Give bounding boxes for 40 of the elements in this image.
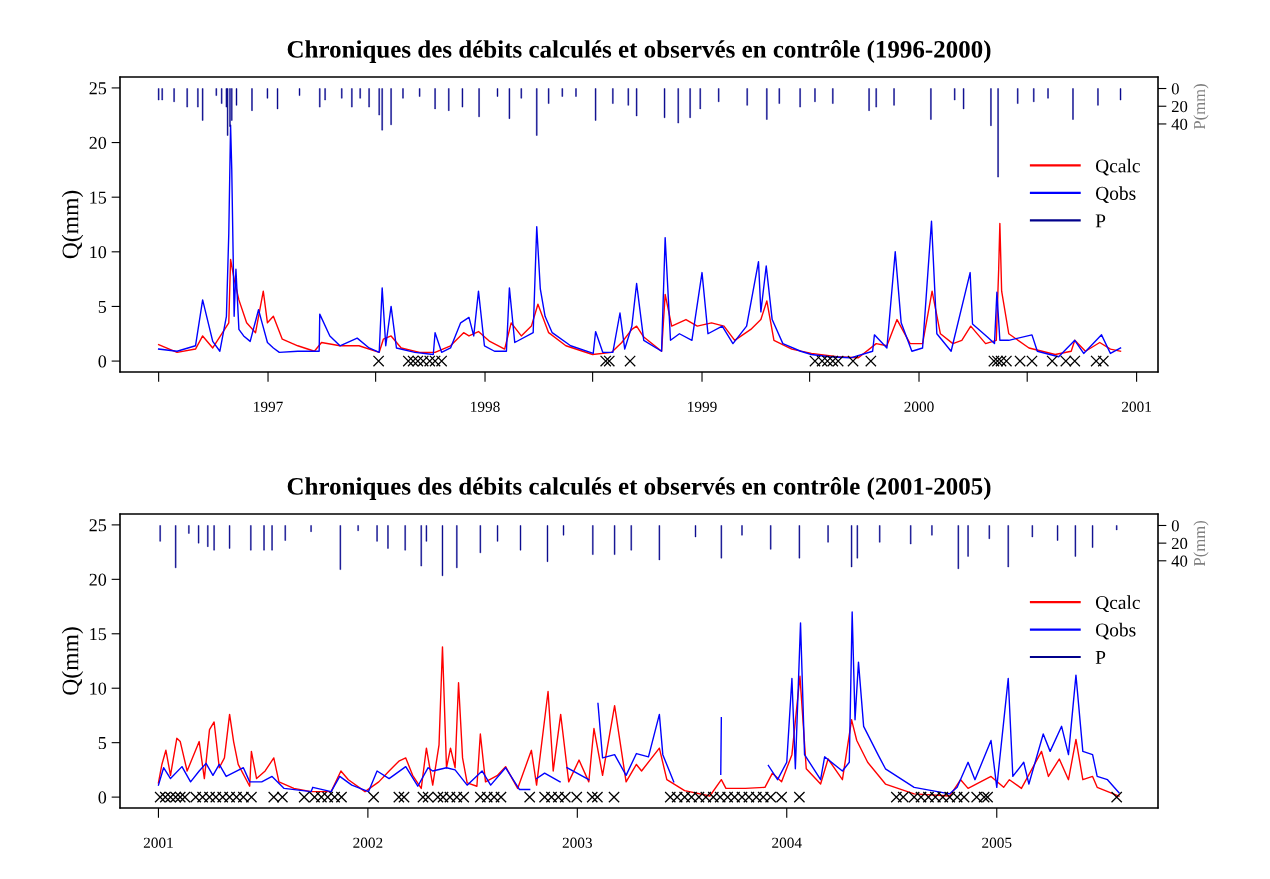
- y-tick-label: 0: [98, 355, 107, 368]
- y-tick-label: 25: [89, 82, 107, 95]
- legend-label: P: [1095, 651, 1106, 664]
- y2-tick-label: 20: [1171, 100, 1188, 113]
- y2-axis-title: P(mm): [1193, 84, 1209, 130]
- y-tick-label: 10: [90, 682, 107, 695]
- y-tick-label: 15: [90, 191, 107, 204]
- x-tick-label: 1997: [254, 401, 283, 412]
- legend-label: Qcalc: [1095, 158, 1140, 176]
- x-tick-label: 2001: [1121, 401, 1151, 412]
- y-tick-label: 10: [90, 246, 107, 259]
- legend-label: Qobs: [1095, 186, 1136, 203]
- y-tick-label: 20: [89, 136, 107, 149]
- y-tick-label: 0: [98, 791, 107, 804]
- x-tick-label: 2000: [904, 401, 934, 412]
- y-tick-label: 25: [89, 519, 107, 532]
- legend-label: P: [1095, 214, 1106, 228]
- x-tick-label: 2001: [143, 837, 173, 848]
- x-tick-label: 2005: [982, 837, 1012, 848]
- legend-label: Qobs: [1095, 622, 1136, 640]
- x-tick-label: 2002: [353, 837, 383, 848]
- x-tick-label: 2004: [772, 837, 802, 848]
- y-tick-label: 20: [89, 573, 107, 586]
- x-tick-label: 1999: [688, 401, 717, 412]
- y2-tick-label: 20: [1171, 537, 1188, 550]
- y-tick-label: 5: [98, 737, 107, 750]
- legend-label: Qcalc: [1095, 595, 1140, 613]
- y2-tick-label: 0: [1171, 520, 1179, 532]
- y2-tick-label: 0: [1171, 83, 1179, 95]
- y2-tick-label: 40: [1171, 555, 1188, 567]
- x-tick-label: 2003: [562, 837, 592, 848]
- y2-tick-label: 40: [1171, 118, 1188, 130]
- y2-axis-title: P(mm): [1193, 520, 1209, 567]
- x-tick-label: 1998: [471, 401, 500, 412]
- y-tick-label: 15: [90, 628, 107, 641]
- chart-title: Chroniques des débits calculés et observés en contrôle (2001-2005): [287, 476, 991, 500]
- chart-title: Chroniques des débits calculés et observés en contrôle (1996-2000): [287, 39, 991, 63]
- y-axis-title: Q(mm): [61, 627, 84, 695]
- y-tick-label: 5: [98, 300, 107, 313]
- y-axis-title: Q(mm): [61, 190, 84, 259]
